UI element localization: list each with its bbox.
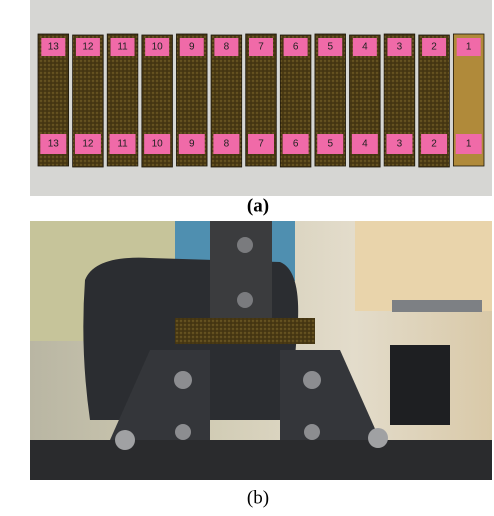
specimen-label: 9 (189, 42, 195, 53)
specimen-label: 5 (327, 42, 333, 53)
page: 1313121211111010998877665544332211 (a) (… (0, 0, 494, 516)
specimen-label: 10 (152, 42, 164, 53)
specimen-label: 1 (466, 139, 472, 150)
specimen-label: 6 (293, 42, 299, 53)
specimen-label: 3 (397, 139, 403, 150)
specimen-label: 9 (189, 139, 195, 150)
curtain (355, 221, 492, 311)
specimen-label: 10 (152, 139, 164, 150)
bolt (174, 371, 192, 389)
bolt (237, 237, 253, 253)
test-specimen (175, 318, 315, 344)
bolt (304, 424, 320, 440)
specimen-label: 4 (362, 42, 368, 53)
nut (368, 428, 388, 448)
specimen-label: 6 (293, 139, 299, 150)
bolt (175, 424, 191, 440)
specimen-label: 12 (82, 42, 94, 53)
specimen-label: 11 (117, 139, 128, 150)
specimen-label: 8 (224, 139, 230, 150)
specimen-label: 5 (327, 139, 333, 150)
loading-head (210, 221, 272, 326)
figure: 1313121211111010998877665544332211 (a) (… (0, 0, 494, 516)
specimen-label: 8 (224, 42, 230, 53)
photo-b (30, 221, 492, 480)
specimen-label: 11 (117, 42, 128, 53)
bolt (237, 292, 253, 308)
caption-a: (a) (247, 195, 269, 216)
nut (115, 430, 135, 450)
specimen-label: 7 (258, 42, 264, 53)
caption-b: (b) (247, 487, 269, 508)
specimen-label: 13 (48, 42, 60, 53)
specimen-label: 4 (362, 139, 368, 150)
machine-base (30, 440, 492, 480)
specimen-label: 12 (82, 139, 94, 150)
specimen-label: 13 (48, 139, 60, 150)
computer (390, 345, 450, 425)
specimen-label: 2 (431, 42, 437, 53)
specimen-label: 1 (466, 42, 472, 53)
specimen-label: 2 (431, 139, 437, 150)
specimen-label: 3 (397, 42, 403, 53)
bolt (303, 371, 321, 389)
specimen-label: 7 (258, 139, 264, 150)
desk (392, 300, 482, 312)
